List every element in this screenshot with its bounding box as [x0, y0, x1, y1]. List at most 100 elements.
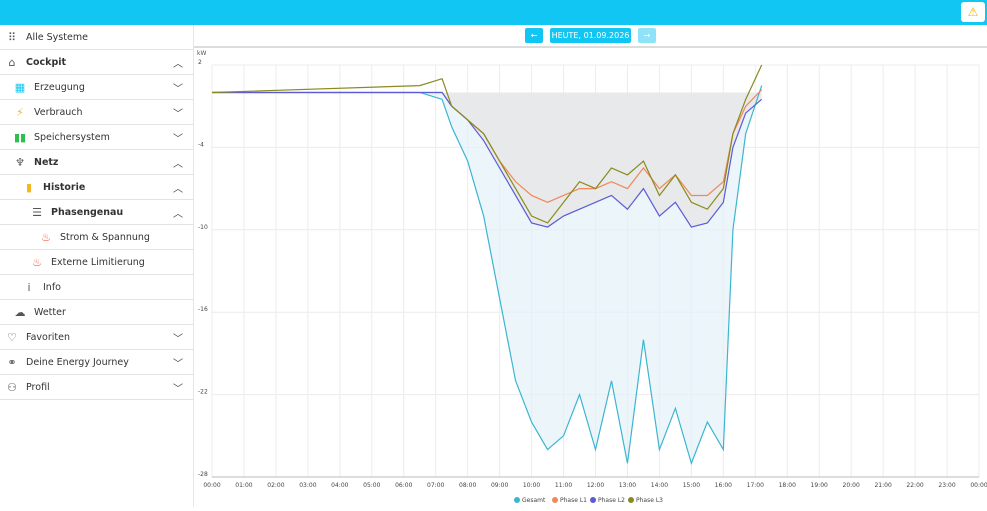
legend-label: Phase L3: [636, 497, 663, 504]
arrow-left-icon: ←: [530, 31, 538, 40]
grid-dots-icon: ⠿: [7, 30, 17, 44]
info-icon: i: [27, 280, 31, 294]
sidebar-item-label: Netz: [34, 156, 59, 168]
weather-cloud-icon: ☁: [14, 305, 26, 319]
sidebar-item-cockpit[interactable]: ⌂ Cockpit ︿: [0, 50, 193, 75]
arrow-right-icon: →: [643, 31, 651, 40]
y-tick-label: -10: [198, 224, 208, 231]
x-tick-label: 19:00: [811, 482, 828, 489]
flame-icon: ♨: [41, 230, 51, 244]
chevron-up-icon[interactable]: ︿: [173, 183, 183, 195]
heart-icon: ♡: [7, 330, 17, 344]
x-tick-label: 00:00: [970, 482, 987, 489]
sidebar-item-profil[interactable]: ⚇ Profil ﹀: [0, 375, 193, 400]
sidebar-item-netz[interactable]: ♆ Netz ︿: [0, 150, 193, 175]
x-tick-label: 07:00: [427, 482, 444, 489]
chevron-down-icon[interactable]: ﹀: [173, 358, 183, 370]
x-tick-label: 11:00: [555, 482, 572, 489]
x-tick-label: 14:00: [651, 482, 668, 489]
sidebar-item-speichersystem[interactable]: ▮▮ Speichersystem ﹀: [0, 125, 193, 150]
sidebar-item-strom-spannung[interactable]: ♨ Strom & Spannung: [0, 225, 193, 250]
legend-marker: [590, 497, 596, 503]
chevron-up-icon[interactable]: ︿: [173, 58, 183, 70]
sidebar-item-label: Speichersystem: [34, 131, 110, 143]
sidebar-item-label: Info: [43, 281, 61, 293]
chevron-down-icon[interactable]: ﹀: [173, 383, 183, 395]
sidebar-item-label: Favoriten: [26, 331, 70, 343]
user-icon: ⚇: [7, 380, 17, 394]
sidebar-item-favoriten[interactable]: ♡ Favoriten ﹀: [0, 325, 193, 350]
sidebar-item-label: Alle Systeme: [26, 31, 88, 43]
home-icon: ⌂: [8, 55, 16, 69]
x-tick-label: 10:00: [523, 482, 540, 489]
x-tick-label: 00:00: [203, 482, 220, 489]
x-tick-label: 16:00: [715, 482, 732, 489]
phase-power-chart: kW 2 -4 -10 -16 -22 -28 00:00 01:00 02:00 03:00 04:…: [194, 48, 987, 511]
journey-icon: ⚭: [7, 355, 17, 369]
x-tick-label: 09:00: [491, 482, 508, 489]
chevron-down-icon[interactable]: ﹀: [173, 83, 183, 95]
chevron-up-icon[interactable]: ︿: [173, 208, 183, 220]
x-tick-label: 05:00: [363, 482, 380, 489]
sidebar-item-label: Erzeugung: [34, 81, 85, 93]
x-tick-label: 02:00: [267, 482, 284, 489]
chart-svg: kW 2 -4 -10 -16 -22 -28 00:00 01:00 02:00 03:00 04:…: [197, 50, 987, 504]
x-tick-label: 20:00: [843, 482, 860, 489]
sidebar-item-label: Historie: [43, 181, 86, 193]
x-tick-label: 15:00: [683, 482, 700, 489]
next-day-button[interactable]: →: [638, 28, 656, 43]
sidebar-item-label: Verbrauch: [34, 106, 83, 118]
list-icon: ☰: [32, 205, 42, 219]
sidebar-item-externe-limitierung[interactable]: ♨ Externe Limitierung: [0, 250, 193, 275]
sidebar-item-historie[interactable]: ▮ Historie ︿: [0, 175, 193, 200]
sidebar-item-deine-energy-journey[interactable]: ⚭ Deine Energy Journey ﹀: [0, 350, 193, 375]
sidebar-item-phasengenau[interactable]: ☰ Phasengenau ︿: [0, 200, 193, 225]
sidebar-item-info[interactable]: i Info: [0, 275, 193, 300]
series-line-gesamt: [212, 85, 763, 466]
legend-label: Gesamt: [522, 497, 546, 504]
y-tick-label: -16: [198, 306, 208, 313]
sidebar-item-label: Wetter: [34, 306, 66, 318]
sidebar-item-verbrauch[interactable]: ⚡ Verbrauch ﹀: [0, 100, 193, 125]
y-tick-label: -4: [198, 141, 204, 148]
sidebar-item-label: Deine Energy Journey: [26, 356, 129, 368]
y-tick-label: -28: [198, 471, 208, 478]
warning-triangle-icon: ⚠: [967, 5, 979, 19]
date-selector-button[interactable]: HEUTE, 01.09.2026: [550, 28, 631, 43]
x-tick-label: 22:00: [906, 482, 923, 489]
sidebar-item-wetter[interactable]: ☁ Wetter: [0, 300, 193, 325]
x-tick-label: 12:00: [587, 482, 604, 489]
y-tick-label: -22: [198, 389, 208, 396]
sidebar-item-label: Profil: [26, 381, 50, 393]
x-tick-label: 06:00: [395, 482, 412, 489]
legend-marker: [552, 497, 558, 503]
x-tick-label: 21:00: [874, 482, 891, 489]
top-bar: ⚠: [0, 0, 987, 25]
legend-label: Phase L2: [598, 497, 625, 504]
date-label: HEUTE, 01.09.2026: [551, 31, 630, 40]
sidebar: ⠿ Alle Systeme ⌂ Cockpit ︿ ▦ Erzeugung ﹀ ⚡ Verbra…: [0, 25, 194, 507]
chevron-down-icon[interactable]: ﹀: [173, 108, 183, 120]
previous-day-button[interactable]: ←: [525, 28, 543, 43]
solar-panel-icon: ▦: [14, 80, 26, 94]
chevron-down-icon[interactable]: ﹀: [173, 333, 183, 345]
y-axis-label: kW: [197, 50, 206, 57]
legend-label: Phase L1: [560, 497, 587, 504]
sidebar-item-alle-systeme[interactable]: ⠿ Alle Systeme: [0, 25, 193, 50]
chevron-down-icon[interactable]: ﹀: [173, 133, 183, 145]
chevron-up-icon[interactable]: ︿: [173, 158, 183, 170]
legend-marker: [628, 497, 634, 503]
x-tick-label: 23:00: [938, 482, 955, 489]
x-tick-label: 04:00: [331, 482, 348, 489]
phase-area: [212, 92, 762, 228]
x-tick-label: 03:00: [299, 482, 316, 489]
flame-icon: ♨: [32, 255, 42, 269]
date-navigation: ← HEUTE, 01.09.2026 →: [194, 25, 987, 48]
x-tick-label: 01:00: [235, 482, 252, 489]
warning-button[interactable]: ⚠: [961, 2, 985, 22]
sidebar-item-label: Cockpit: [26, 56, 67, 68]
x-tick-label: 18:00: [779, 482, 796, 489]
power-pylon-icon: ♆: [15, 155, 25, 169]
battery-icon: ▮▮: [13, 130, 27, 144]
sidebar-item-erzeugung[interactable]: ▦ Erzeugung ﹀: [0, 75, 193, 100]
